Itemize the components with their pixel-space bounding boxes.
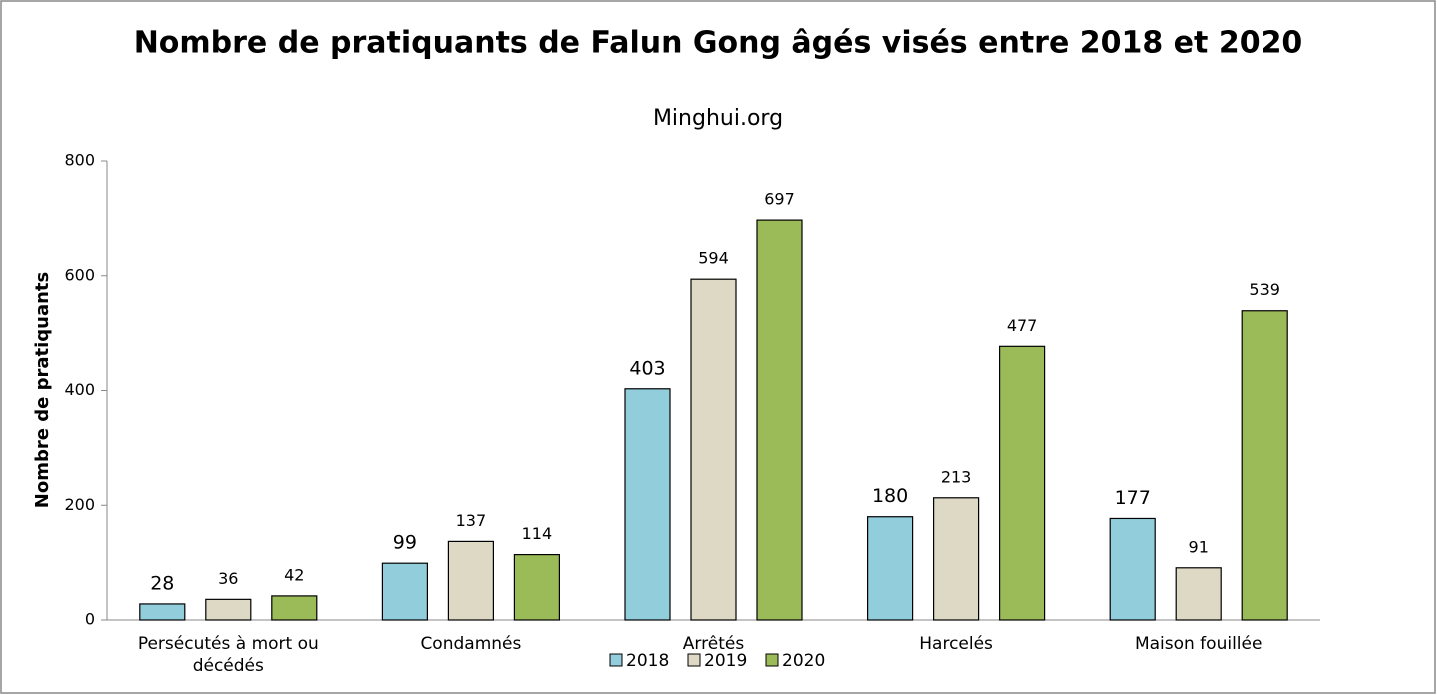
bar: [690, 278, 737, 621]
data-label: 403: [629, 357, 665, 379]
bar: [998, 345, 1046, 621]
y-tick-label: 800: [64, 151, 95, 170]
chart-title: Nombre de pratiquants de Falun Gong âgés…: [134, 26, 1303, 61]
data-label: 697: [764, 190, 795, 209]
data-label: 91: [1189, 537, 1209, 556]
x-tick-label: Persécutés à mort ou décédés: [137, 634, 319, 676]
bar: [513, 553, 561, 621]
y-axis-label: Nombre de pratiquants: [32, 272, 53, 508]
data-label: 477: [1007, 316, 1038, 335]
bar: [866, 516, 914, 621]
bar: [1241, 310, 1288, 621]
data-label: 539: [1249, 280, 1280, 299]
bar: [756, 219, 803, 621]
data-label: 594: [698, 249, 729, 268]
data-label: 137: [456, 511, 487, 530]
legend-swatch: [765, 653, 779, 667]
x-tick-label: Maison fouillée: [1134, 634, 1263, 654]
bar: [205, 598, 252, 621]
data-label: 180: [872, 485, 908, 507]
y-tick-label: 0: [85, 610, 95, 629]
y-tick-label: 600: [64, 265, 95, 284]
data-label: 28: [150, 572, 174, 594]
chart-subtitle: Minghui.org: [653, 106, 783, 131]
x-tick-label: Harcelés: [919, 634, 993, 654]
legend-swatch: [687, 653, 701, 667]
bar: [381, 562, 428, 621]
legend-swatch: [609, 653, 623, 667]
legend-label: 2018: [626, 651, 669, 671]
bar: [447, 540, 494, 621]
bar: [1175, 567, 1222, 621]
x-tick-label: Arrêtés: [682, 634, 745, 654]
data-label: 99: [393, 532, 417, 554]
data-label: 36: [218, 569, 238, 588]
x-tick-label: Condamnés: [420, 634, 522, 654]
bar: [932, 497, 980, 621]
bar: [271, 595, 318, 621]
data-label: 114: [522, 524, 553, 543]
data-label: 42: [284, 565, 304, 584]
legend-label: 2019: [704, 651, 747, 671]
data-label: 213: [941, 467, 972, 486]
y-tick-label: 200: [64, 495, 95, 514]
bar: [1109, 517, 1156, 621]
bar: [624, 388, 671, 621]
legend-label: 2020: [782, 651, 825, 671]
bar: [139, 603, 186, 621]
data-label: 177: [1115, 487, 1151, 509]
y-tick-label: 400: [64, 380, 95, 399]
